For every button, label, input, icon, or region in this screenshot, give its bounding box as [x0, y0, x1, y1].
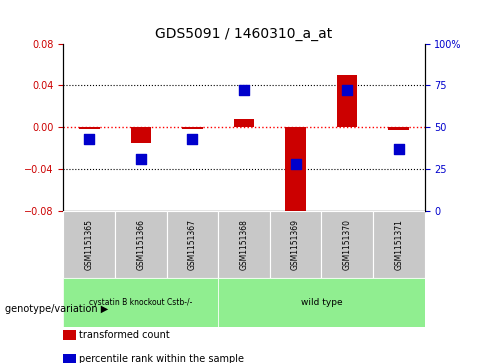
Point	[85, 136, 93, 142]
Bar	[270, 211, 322, 278]
Text: percentile rank within the sample: percentile rank within the sample	[79, 354, 244, 363]
Point	[292, 161, 300, 167]
Text: wild type: wild type	[301, 298, 342, 307]
Bar	[63, 211, 115, 278]
Text: GSM1151371: GSM1151371	[394, 219, 403, 270]
Text: cystatin B knockout Cstb-/-: cystatin B knockout Cstb-/-	[89, 298, 192, 307]
Text: genotype/variation ▶: genotype/variation ▶	[5, 303, 108, 314]
Point	[137, 156, 145, 162]
Bar	[130, 127, 151, 143]
Bar	[182, 127, 203, 129]
Text: GSM1151367: GSM1151367	[188, 219, 197, 270]
Bar	[373, 211, 425, 278]
Bar	[285, 127, 306, 216]
Bar	[115, 211, 166, 278]
Text: transformed count: transformed count	[79, 330, 170, 340]
Bar	[218, 278, 425, 327]
Point	[240, 87, 248, 93]
Text: GSM1151368: GSM1151368	[240, 219, 248, 270]
Point	[343, 87, 351, 93]
Bar	[63, 278, 218, 327]
Bar	[322, 211, 373, 278]
Bar	[166, 211, 218, 278]
Text: GSM1151365: GSM1151365	[85, 219, 94, 270]
Text: GSM1151369: GSM1151369	[291, 219, 300, 270]
Text: GSM1151370: GSM1151370	[343, 219, 352, 270]
Text: GSM1151366: GSM1151366	[136, 219, 145, 270]
Bar	[388, 127, 409, 130]
Point	[395, 146, 403, 152]
Bar	[79, 127, 100, 129]
Title: GDS5091 / 1460310_a_at: GDS5091 / 1460310_a_at	[155, 27, 333, 41]
Bar	[218, 211, 270, 278]
Bar	[337, 75, 358, 127]
Bar	[234, 119, 254, 127]
Point	[188, 136, 196, 142]
